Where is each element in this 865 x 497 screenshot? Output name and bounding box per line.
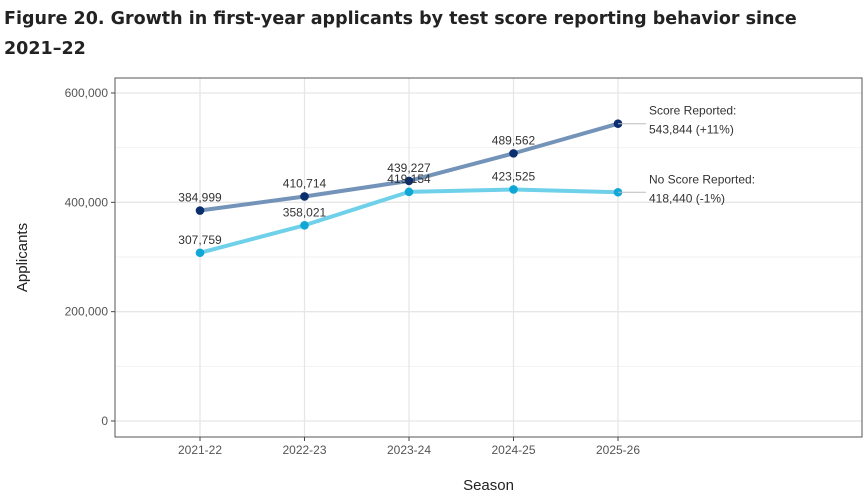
data-label: 423,525 (492, 169, 536, 183)
end-label-value: 543,844 (+11%) (649, 123, 734, 137)
data-point (404, 176, 414, 186)
plot-border (114, 77, 863, 438)
x-tick-label: 2025-26 (596, 443, 640, 457)
data-label: 410,714 (283, 176, 327, 190)
data-label: 439,227 (387, 161, 431, 175)
data-point (300, 192, 309, 201)
data-label: 419,154 (387, 172, 431, 186)
data-label: 358,021 (283, 205, 327, 219)
data-label: 307,759 (178, 233, 222, 247)
data-point (509, 149, 518, 158)
y-tick-label: 600,000 (65, 86, 109, 100)
data-point (195, 206, 205, 215)
x-tick-label: 2021-22 (178, 443, 222, 457)
x-tick-label: 2022-23 (282, 443, 326, 457)
x-tick-label: 2024-25 (491, 443, 535, 457)
data-label: 384,999 (178, 191, 222, 205)
data-point (300, 220, 309, 230)
y-tick-label: 400,000 (65, 195, 109, 209)
data-point (195, 248, 205, 258)
data-point (509, 185, 518, 194)
data-point (404, 187, 414, 197)
end-label-value: 418,440 (-1%) (649, 191, 725, 205)
y-tick-label: 0 (101, 414, 108, 428)
end-label-name: Score Reported: (649, 104, 736, 118)
chart-title: Figure 20. Growth in first-year applican… (4, 9, 797, 59)
y-axis-label: Applicants (14, 223, 31, 292)
x-tick-label: 2023-24 (387, 443, 431, 457)
y-tick-label: 200,000 (65, 305, 109, 319)
x-axis-label: Season (463, 477, 514, 494)
data-label: 489,562 (492, 133, 536, 147)
end-label-name: No Score Reported: (649, 172, 755, 186)
